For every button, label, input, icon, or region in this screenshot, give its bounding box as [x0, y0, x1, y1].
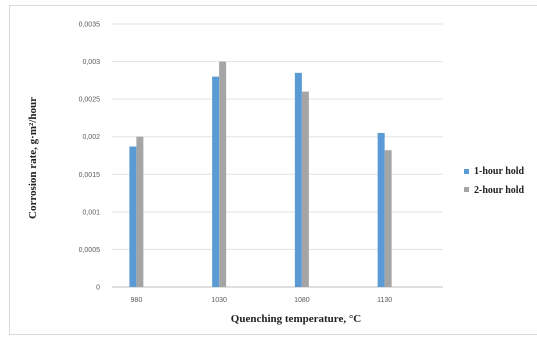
bar-1-hour-hold-1030 — [212, 76, 220, 287]
y-tick-label: 0 — [96, 285, 100, 292]
bar-2-hour-hold-980 — [136, 136, 144, 287]
x-tick-label: 980 — [131, 297, 143, 304]
bar-2-hour-hold-1130 — [384, 150, 392, 287]
bar-1-hour-hold-980 — [129, 146, 137, 287]
legend: 1-hour hold 2-hour hold — [464, 166, 525, 196]
y-tick-label: 0,0015 — [79, 172, 101, 179]
y-tick-label: 0,001 — [82, 209, 100, 216]
bar-1-hour-hold-1130 — [377, 132, 385, 287]
x-axis-ticks: 980 1030 1080 1130 — [131, 297, 393, 304]
bar-2-hour-hold-1080 — [301, 91, 309, 287]
legend-label-2-hour-hold: 2-hour hold — [474, 185, 525, 196]
y-tick-label: 0,0005 — [79, 247, 101, 254]
bar-2-hour-hold-1030 — [219, 61, 227, 288]
bar-1-hour-hold-1080 — [294, 72, 302, 287]
y-tick-label: 0,0035 — [79, 22, 101, 29]
y-axis-title: Corrosion rate, g·m²/hour — [27, 97, 39, 219]
y-axis-ticks: 0 0,0005 0,001 0,0015 0,002 0,0025 0,003 0,0035 — [79, 22, 101, 292]
y-tick-label: 0,0025 — [79, 97, 101, 104]
x-tick-label: 1080 — [294, 297, 310, 304]
x-axis-title: Quenching temperature, °C — [231, 313, 361, 325]
y-tick-label: 0,002 — [82, 134, 100, 141]
legend-swatch-2-hour-hold — [464, 187, 469, 192]
legend-swatch-1-hour-hold — [464, 169, 469, 174]
x-tick-label: 1030 — [211, 297, 227, 304]
chart-frame — [9, 5, 537, 335]
bars — [129, 61, 392, 288]
legend-label-1-hour-hold: 1-hour hold — [474, 166, 525, 177]
gridlines — [112, 23, 443, 288]
x-tick-label: 1130 — [377, 297, 392, 304]
y-tick-label: 0,003 — [82, 59, 100, 66]
